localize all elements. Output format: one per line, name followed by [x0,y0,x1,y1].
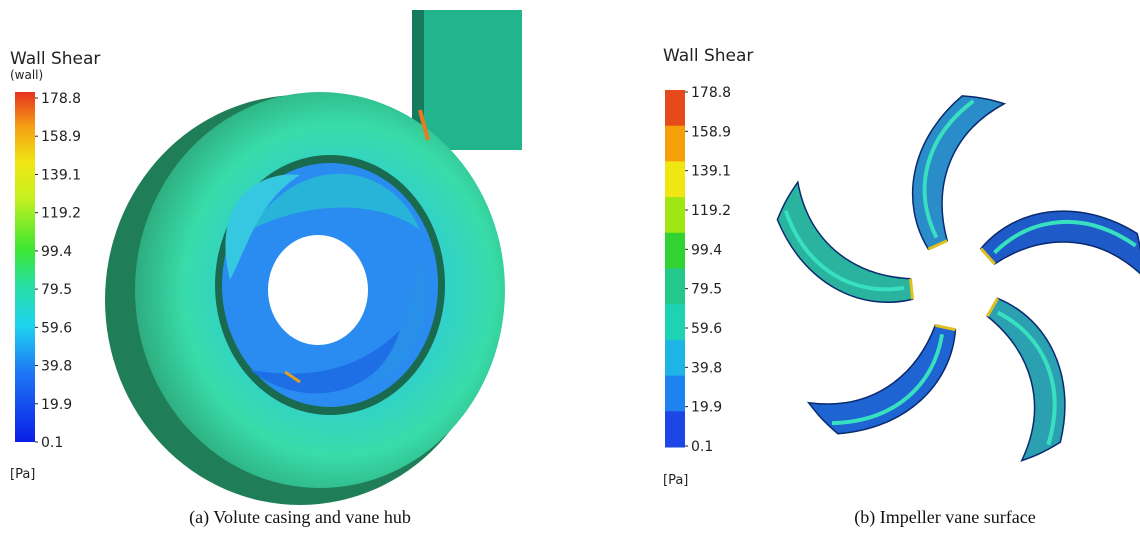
colorbar-band [665,90,685,127]
legend-subtitle: (wall) [10,68,43,82]
colorbar-band [665,411,685,448]
tick-label: 39.8 [691,360,722,376]
tick-label: 119.2 [691,203,731,219]
blade-edge [908,278,915,300]
colorbar-band [665,232,685,269]
caption: (a) Volute casing and vane hub [189,507,411,528]
blade-surface [806,324,957,435]
blade [776,180,915,303]
blade [806,323,957,435]
impeller-render [776,95,1140,462]
tick-label: 0.1 [41,435,63,451]
legend-unit: [Pa] [10,467,35,482]
legend-unit: [Pa] [663,473,688,488]
blade [979,210,1140,278]
tick-label: 99.4 [41,244,72,260]
blade-highlight [996,310,1057,446]
colorbar [15,92,35,442]
colorbar-band [665,125,685,162]
tick-label: 59.6 [41,320,72,336]
tick-label: 139.1 [691,164,731,180]
tick-label: 79.5 [691,282,722,298]
blade-edge [979,247,996,265]
colorbar [665,90,685,448]
tick-label: 99.4 [691,242,722,258]
blade [986,297,1066,462]
blade [911,95,1007,251]
tick-label: 0.1 [691,439,713,455]
blade-surface [911,95,1007,251]
tick-label: 79.5 [41,282,72,298]
colorbar-band [665,375,685,412]
volute-render [105,10,522,505]
blade-highlight [783,210,905,292]
blade-highlight [831,333,945,426]
colorbar-band [665,339,685,377]
colorbar-band [665,304,685,341]
blade-edge [927,239,948,251]
blade-surface [986,297,1066,462]
colorbar-band [665,161,685,198]
tick-label: 178.8 [691,85,731,101]
tick-label: 158.9 [691,124,731,140]
tick-label: 119.2 [41,206,81,222]
blade-edge [986,297,999,318]
caption: (b) Impeller vane surface [854,507,1035,528]
tick-label: 19.9 [691,400,722,416]
tick-label: 158.9 [41,129,81,145]
legend-title: Wall Shear [10,49,100,69]
colorbar-band [665,268,685,305]
colorbar-band [665,197,685,234]
tick-label: 19.9 [41,397,72,413]
blade-highlight [922,99,975,239]
tick-label: 39.8 [41,359,72,375]
blade-highlight [993,219,1137,255]
blade-edge [934,323,956,332]
tick-label: 178.8 [41,91,81,107]
tick-label: 59.6 [691,321,722,337]
legend-title: Wall Shear [663,46,753,66]
tick-label: 139.1 [41,167,81,183]
